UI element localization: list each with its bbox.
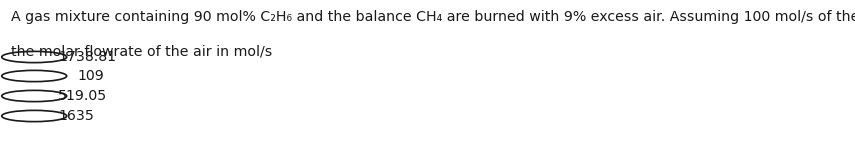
Text: the molar flowrate of the air in mol/s: the molar flowrate of the air in mol/s — [11, 44, 273, 58]
Text: 109: 109 — [77, 69, 103, 83]
Text: A gas mixture containing 90 mol% C₂H₆ and the balance CH₄ are burned with 9% exc: A gas mixture containing 90 mol% C₂H₆ an… — [11, 10, 855, 24]
Text: 1635: 1635 — [58, 109, 94, 123]
Text: 1738.81: 1738.81 — [58, 50, 116, 64]
Text: 519.05: 519.05 — [58, 89, 108, 103]
